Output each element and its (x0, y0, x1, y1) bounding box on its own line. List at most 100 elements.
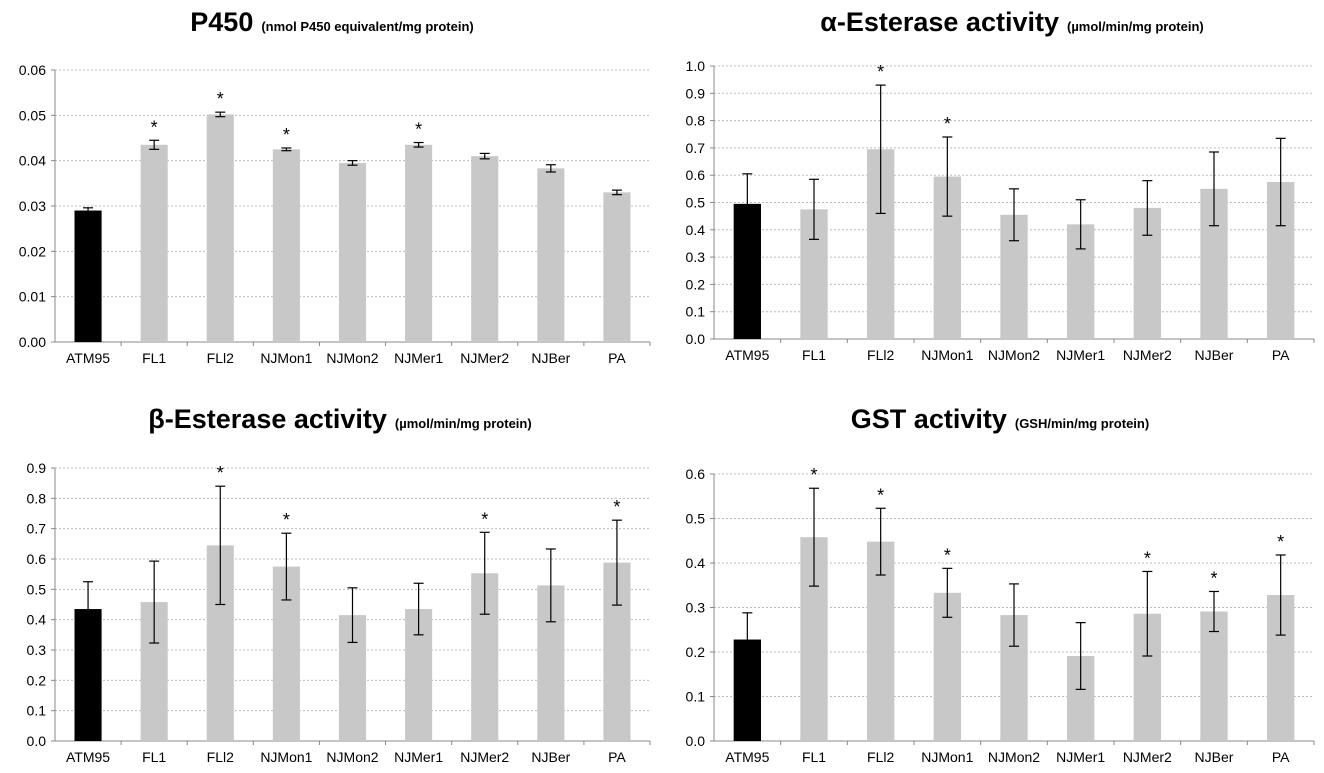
alpha-esterase-chart: α-Esterase activity (µmol/min/mg protein)… (686, 7, 1315, 363)
beta-esterase-y-tick-label: 0.7 (27, 521, 47, 537)
p450-bar-njmon1 (272, 149, 300, 342)
beta-esterase-x-tick-label: NJBer (531, 749, 570, 765)
beta-esterase-chart: β-Esterase activity (µmol/min/mg protein)… (27, 404, 651, 765)
gst-x-tick-label: NJMer2 (1123, 749, 1172, 765)
gst-y-tick-label: 0.0 (686, 733, 706, 749)
p450-significance-star: * (217, 89, 224, 109)
gst-y-tick-label: 0.1 (686, 689, 706, 705)
chart-panel-beta-esterase: β-Esterase activity (µmol/min/mg protein)… (0, 386, 662, 772)
beta-esterase-y-tick-label: 0.3 (27, 642, 47, 658)
beta-esterase-significance-star: * (613, 497, 620, 517)
gst-x-tick-label: NJMon1 (921, 749, 973, 765)
p450-y-tick-label: 0.03 (19, 198, 46, 214)
chart-panel-p450: P450 (nmol P450 equivalent/mg protein) 0.0… (0, 0, 662, 386)
p450-significance-star: * (283, 125, 290, 145)
p450-bar-njmon2 (338, 162, 367, 342)
beta-esterase-y-tick-label: 0.9 (27, 460, 47, 476)
p450-x-tick-label: ATM95 (66, 350, 110, 366)
alpha-esterase-title-subtitle: (µmol/min/mg protein) (1067, 19, 1204, 34)
alpha-esterase-x-tick-label: NJMon2 (988, 347, 1040, 363)
p450-y-tick-label: 0.05 (19, 107, 46, 123)
p450-title-main: P450 (190, 7, 253, 37)
alpha-esterase-y-tick-label: 0.7 (686, 140, 706, 156)
gst-x-tick-label: NJMon2 (988, 749, 1040, 765)
p450-bar-atm95 (74, 210, 102, 342)
gst-chart: GST activity (GSH/min/mg protein) 0.0 0.1 0.… (686, 404, 1315, 765)
p450-x-tick-label: NJMer2 (460, 350, 509, 366)
gst-x-tick-label: ATM95 (725, 749, 769, 765)
p450-x-tick-label: NJBer (531, 350, 570, 366)
beta-esterase-y-tick-label: 0.8 (27, 490, 47, 506)
gst-significance-star: * (944, 545, 951, 565)
p450-chart-title: P450 (nmol P450 equivalent/mg protein) (190, 7, 473, 37)
beta-esterase-x-tick-label: NJMer1 (394, 749, 443, 765)
beta-esterase-x-tick-label: NJMer2 (460, 749, 509, 765)
alpha-esterase-y-tick-label: 0.5 (686, 195, 706, 211)
beta-esterase-x-tick-label: FLl2 (207, 749, 234, 765)
beta-esterase-x-tick-label: NJMon2 (326, 749, 378, 765)
gst-x-tick-label: NJMer1 (1056, 749, 1105, 765)
p450-y-tick-label: 0.04 (19, 153, 46, 169)
p450-bar-njber (537, 168, 565, 342)
beta-esterase-y-tick-label: 0.2 (27, 672, 47, 688)
chart-panel-alpha-esterase: α-Esterase activity (µmol/min/mg protein)… (662, 0, 1324, 386)
alpha-esterase-chart-title: α-Esterase activity (µmol/min/mg protein) (820, 7, 1204, 37)
p450-chart: P450 (nmol P450 equivalent/mg protein) 0.0… (19, 7, 651, 366)
alpha-esterase-x-tick-label: NJMer2 (1123, 347, 1172, 363)
gst-title-main: GST activity (851, 404, 1007, 434)
p450-y-tick-label: 0.00 (19, 334, 46, 350)
p450-x-tick-label: FL1 (142, 350, 166, 366)
beta-esterase-significance-star: * (217, 463, 224, 483)
gst-x-tick-label: FLl2 (867, 749, 894, 765)
beta-esterase-y-tick-label: 0.6 (27, 551, 47, 567)
alpha-esterase-y-tick-label: 1.0 (686, 58, 706, 74)
alpha-esterase-significance-star: * (877, 62, 884, 82)
beta-esterase-x-tick-label: ATM95 (66, 749, 110, 765)
p450-title-subtitle: (nmol P450 equivalent/mg protein) (261, 19, 473, 34)
alpha-esterase-y-tick-label: 0.3 (686, 249, 706, 265)
alpha-esterase-y-tick-label: 0.1 (686, 304, 706, 320)
beta-esterase-y-tick-label: 0.5 (27, 581, 47, 597)
beta-esterase-title-subtitle: (µmol/min/mg protein) (395, 416, 532, 431)
p450-x-tick-label: NJMer1 (394, 350, 443, 366)
p450-x-tick-label: PA (608, 350, 626, 366)
p450-bar-fl1 (140, 144, 168, 342)
gst-significance-star: * (810, 465, 817, 485)
p450-y-tick-label: 0.02 (19, 243, 46, 259)
p450-x-tick-label: NJMon2 (326, 350, 378, 366)
p450-bar-njmer2 (471, 156, 499, 342)
p450-significance-star: * (151, 117, 158, 137)
gst-significance-star: * (1277, 532, 1284, 552)
alpha-esterase-y-tick-label: 0.0 (686, 331, 706, 347)
gst-y-tick-label: 0.3 (686, 600, 706, 616)
alpha-esterase-x-tick-label: NJMon1 (921, 347, 973, 363)
beta-esterase-y-tick-label: 0.1 (27, 703, 47, 719)
p450-x-tick-label: NJMon1 (260, 350, 312, 366)
gst-x-tick-label: PA (1272, 749, 1290, 765)
beta-esterase-chart-title: β-Esterase activity (µmol/min/mg protein) (148, 404, 531, 434)
gst-significance-star: * (877, 485, 884, 505)
gst-chart-title: GST activity (GSH/min/mg protein) (851, 404, 1149, 434)
p450-significance-star: * (415, 120, 422, 140)
alpha-esterase-x-tick-label: FL1 (802, 347, 826, 363)
gst-y-tick-label: 0.6 (686, 466, 706, 482)
alpha-esterase-y-tick-label: 0.6 (686, 167, 706, 183)
beta-esterase-y-tick-label: 0.0 (27, 733, 47, 749)
alpha-esterase-title-main: α-Esterase activity (820, 7, 1059, 37)
gst-y-tick-label: 0.2 (686, 644, 706, 660)
chart-panel-gst: GST activity (GSH/min/mg protein) 0.0 0.1 0.… (662, 386, 1324, 772)
p450-bar-pa (603, 192, 631, 342)
beta-esterase-x-tick-label: NJMon1 (260, 749, 312, 765)
beta-esterase-title-main: β-Esterase activity (148, 404, 387, 434)
gst-significance-star: * (1210, 568, 1217, 588)
alpha-esterase-x-tick-label: NJBer (1195, 347, 1234, 363)
gst-significance-star: * (1144, 548, 1151, 568)
gst-x-tick-label: FL1 (802, 749, 826, 765)
alpha-esterase-x-tick-label: ATM95 (725, 347, 769, 363)
beta-esterase-x-tick-label: PA (608, 749, 626, 765)
alpha-esterase-y-tick-label: 0.9 (686, 85, 706, 101)
beta-esterase-significance-star: * (283, 510, 290, 530)
alpha-esterase-x-tick-label: FLl2 (867, 347, 894, 363)
gst-y-tick-label: 0.4 (686, 555, 706, 571)
gst-x-tick-label: NJBer (1195, 749, 1234, 765)
